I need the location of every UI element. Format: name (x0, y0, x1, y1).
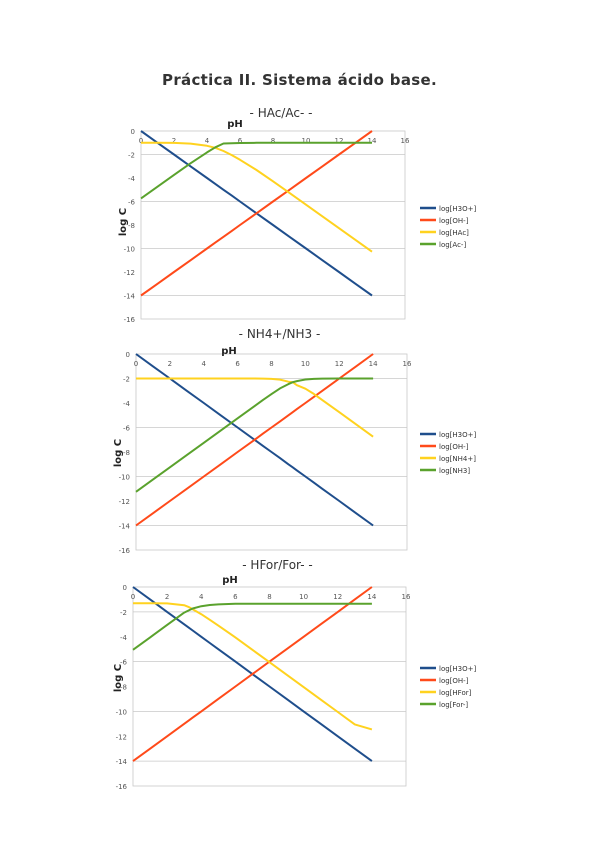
legend-label: log[H3O+] (439, 665, 476, 673)
x-axis-label: pH (222, 575, 238, 586)
y-tick-label: -6 (123, 425, 131, 433)
chart-nh4-nh3: - NH4+/NH3 - 0 2 4 6 8 10 12 14 16 0 -2 -4 -6 -8 -10 -12… (113, 327, 476, 554)
y-tick-label: 0 (126, 351, 130, 359)
series-line (135, 353, 374, 527)
y-tick-label: -12 (119, 498, 130, 506)
chart-title: - HFor/For- - (242, 558, 312, 572)
y-tick-label: -10 (124, 246, 135, 254)
series-line (135, 377, 374, 493)
plot-frame (140, 130, 406, 320)
x-tick-label: 12 (333, 593, 342, 601)
y-tick-label: -8 (120, 684, 127, 692)
y-tick-label: -10 (119, 474, 130, 482)
y-tick-label: -14 (124, 293, 136, 301)
y-tick-label: -12 (124, 269, 135, 277)
series-line (140, 130, 373, 297)
x-tick-label: 14 (368, 137, 377, 145)
x-axis-label: pH (221, 346, 237, 357)
legend-label: log[NH3] (439, 467, 470, 475)
legend-label: log[H3O+] (439, 205, 476, 213)
y-axis-label: log C (118, 208, 129, 236)
series-line (132, 586, 373, 762)
y-tick-label: -14 (119, 523, 131, 531)
y-tick-label: -8 (128, 222, 135, 230)
chart-title: - HAc/Ac- - (250, 106, 313, 120)
legend-label: log[OH-] (439, 443, 469, 451)
y-tick-label: -4 (123, 400, 131, 408)
legend-label: log[Ac-] (439, 241, 466, 249)
chart-title: - NH4+/NH3 - (239, 327, 321, 341)
y-tick-label: -16 (124, 316, 136, 324)
y-axis-label: log C (113, 439, 124, 467)
x-tick-label: 14 (369, 360, 378, 368)
y-axis-label: log C (113, 664, 124, 692)
x-tick-label: 4 (202, 360, 207, 368)
y-tick-label: -6 (120, 659, 128, 667)
x-tick-label: 16 (403, 360, 412, 368)
series-line (141, 141, 373, 253)
y-tick-label: -8 (123, 449, 130, 457)
x-tick-label: 10 (299, 593, 308, 601)
series-line (135, 353, 374, 527)
y-tick-label: -4 (120, 634, 128, 642)
x-tick-label: 2 (168, 360, 172, 368)
y-tick-label: -6 (128, 199, 136, 207)
x-tick-label: 0 (131, 593, 135, 601)
legend-label: log[HAc] (439, 229, 469, 237)
x-axis-label: pH (227, 119, 243, 130)
legend-label: log[For-] (439, 701, 468, 709)
y-tick-label: -2 (120, 609, 127, 617)
x-tick-label: 8 (267, 593, 271, 601)
x-tick-label: 10 (302, 137, 311, 145)
x-tick-label: 12 (335, 360, 344, 368)
plot-frame (132, 586, 407, 787)
y-tick-label: -12 (116, 733, 127, 741)
y-tick-label: -14 (116, 758, 128, 766)
legend-label: log[NH4+] (439, 455, 476, 463)
x-tick-label: 4 (205, 137, 210, 145)
y-tick-label: 0 (131, 128, 135, 136)
x-tick-label: 6 (233, 593, 238, 601)
x-tick-label: 8 (269, 360, 273, 368)
y-tick-label: -2 (123, 376, 130, 384)
plot-frame (135, 353, 408, 551)
y-tick-label: -16 (119, 547, 131, 554)
series-line (132, 602, 372, 651)
x-tick-label: 6 (235, 360, 240, 368)
x-tick-label: 4 (199, 593, 204, 601)
y-tick-label: -4 (128, 175, 136, 183)
x-tick-label: 0 (134, 360, 138, 368)
x-tick-label: 6 (238, 137, 243, 145)
series-line (140, 130, 373, 297)
x-tick-label: 8 (271, 137, 275, 145)
chart-hfor-for: - HFor/For- - 0 2 4 6 8 10 12 14 16 0 -2 -4 -6 -8 -10 -1… (113, 558, 476, 791)
x-tick-label: 10 (301, 360, 310, 368)
legend-label: log[OH-] (439, 217, 469, 225)
x-tick-label: 14 (367, 593, 376, 601)
page-title: Práctica II. Sistema ácido base. (162, 71, 437, 89)
x-tick-label: 2 (172, 137, 176, 145)
x-tick-label: 12 (335, 137, 344, 145)
y-tick-label: -2 (128, 152, 135, 160)
series-line (132, 586, 373, 762)
legend-label: log[HFor] (439, 689, 472, 697)
legend-label: log[H3O+] (439, 431, 476, 439)
x-tick-label: 16 (402, 593, 411, 601)
series-line (133, 602, 373, 731)
x-tick-label: 16 (401, 137, 410, 145)
x-tick-label: 2 (165, 593, 169, 601)
series-line (140, 141, 372, 200)
chart-hac-ac: - HAc/Ac- - 0 2 4 6 8 10 12 14 16 0 -2 -4 -6 -8 -10 -12 -… (118, 106, 476, 324)
series-line (136, 377, 374, 438)
y-tick-label: -16 (116, 783, 128, 791)
y-tick-label: -10 (116, 708, 127, 716)
y-tick-label: 0 (123, 584, 127, 592)
legend-label: log[OH-] (439, 677, 469, 685)
x-tick-label: 0 (139, 137, 143, 145)
